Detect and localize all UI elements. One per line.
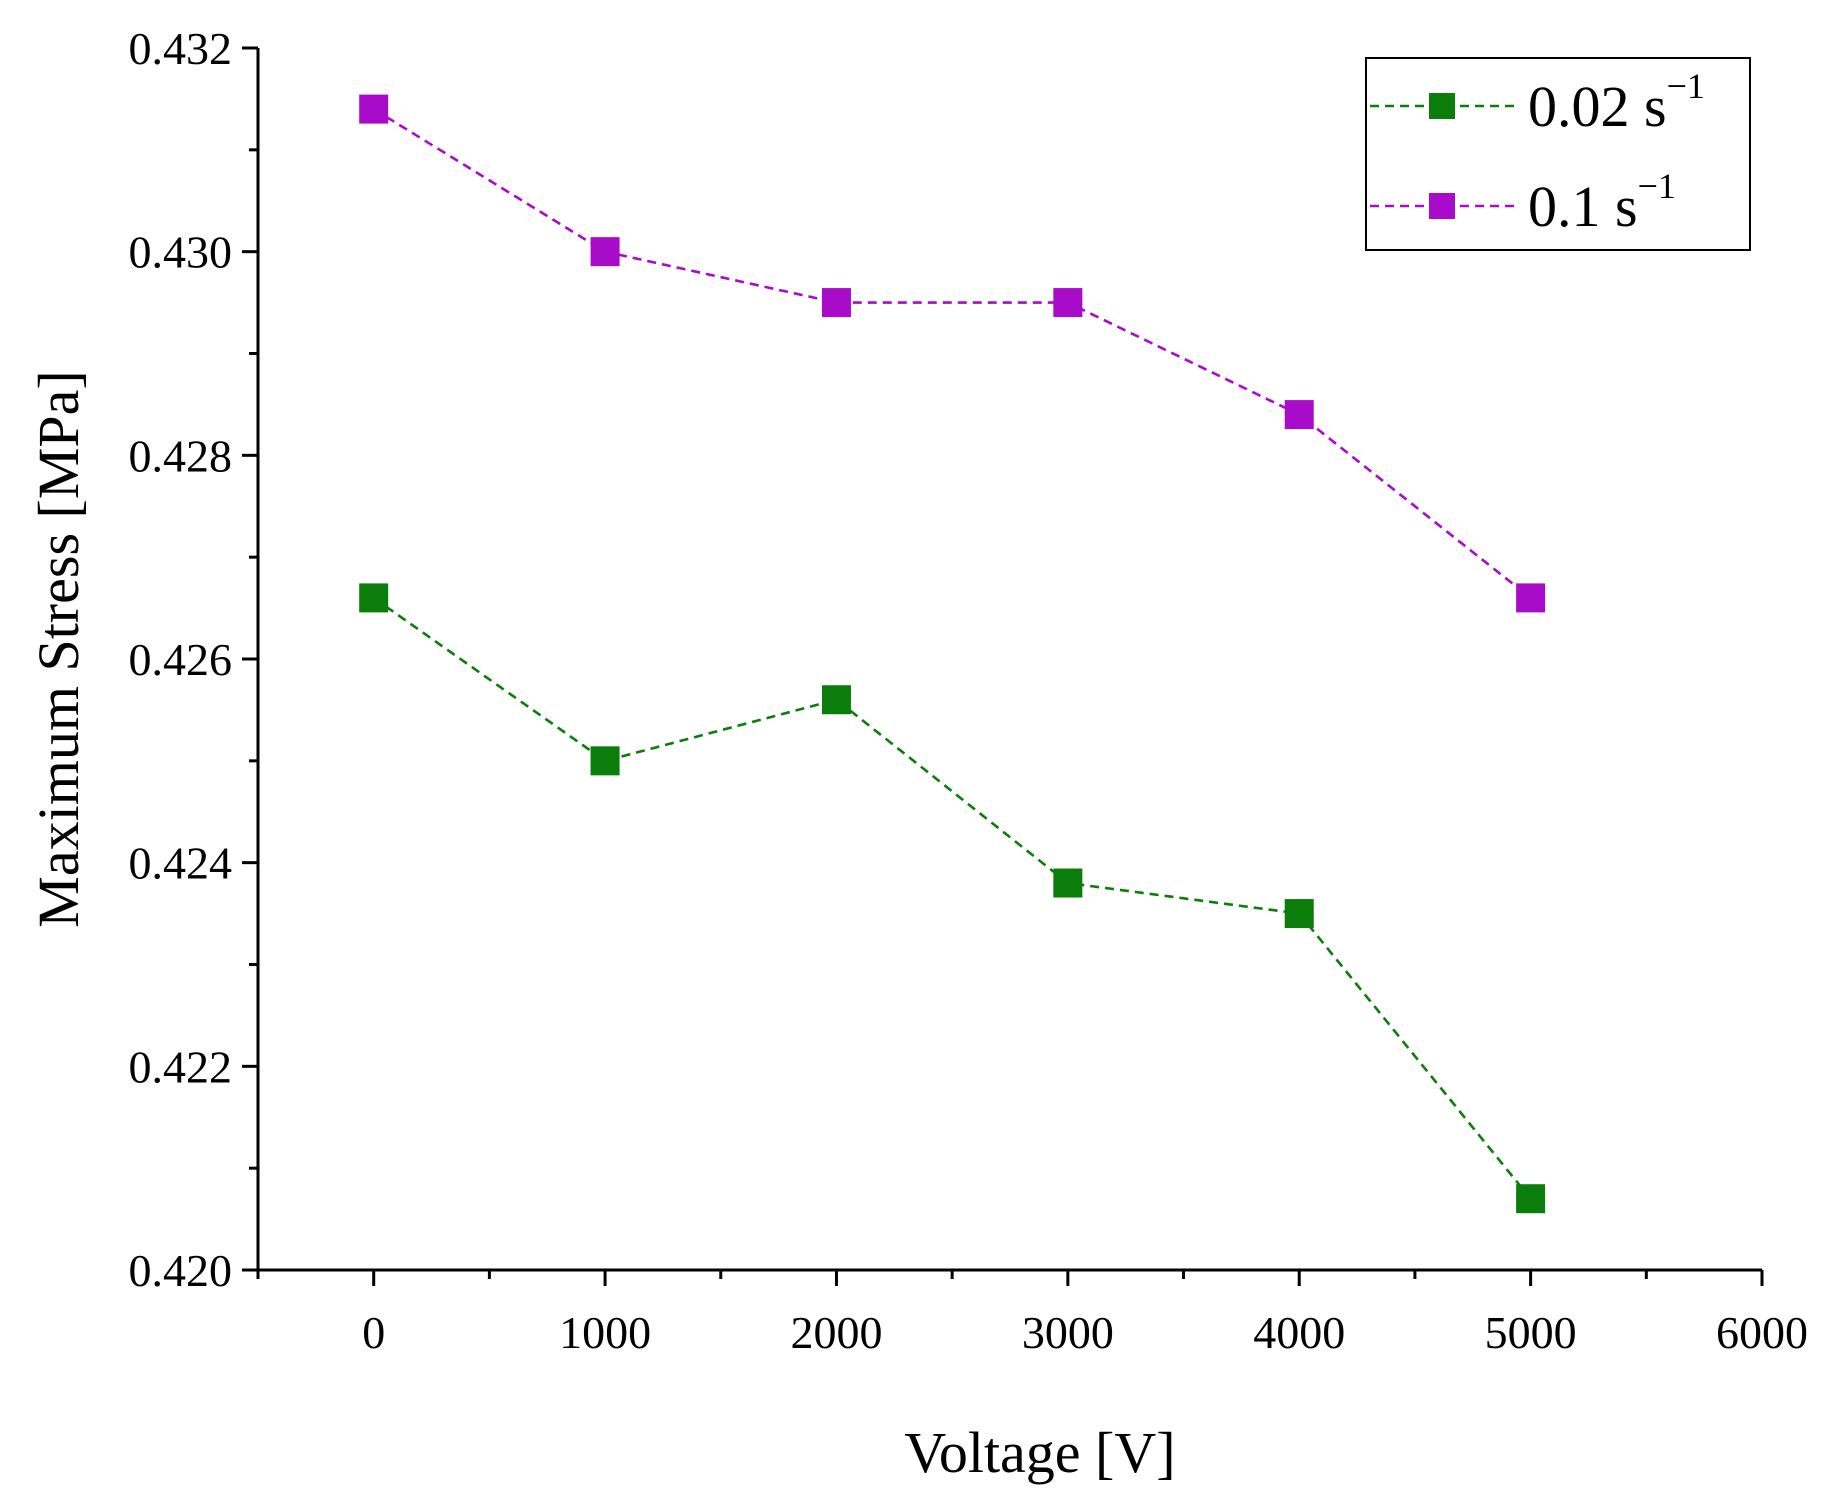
series-1 — [359, 583, 1546, 1214]
data-point — [1284, 899, 1314, 929]
y-tick-label: 0.428 — [129, 430, 233, 481]
y-tick-label: 0.426 — [129, 634, 233, 685]
y-tick-label: 0.422 — [129, 1041, 233, 1092]
legend-marker — [1429, 93, 1455, 119]
y-tick-label: 0.432 — [129, 23, 233, 74]
data-point — [1053, 288, 1083, 318]
data-point — [821, 288, 851, 318]
data-point — [1284, 400, 1314, 430]
data-point — [1516, 583, 1546, 613]
legend-item: 0.02 s−1 — [1370, 66, 1705, 139]
legend-item: 0.1 s−1 — [1370, 166, 1676, 239]
x-tick-label: 2000 — [790, 1307, 882, 1358]
data-point — [359, 94, 389, 124]
legend-label: 0.02 s−1 — [1528, 66, 1705, 139]
series-2 — [359, 94, 1546, 613]
x-tick-label: 1000 — [559, 1307, 651, 1358]
x-tick-label: 0 — [362, 1307, 385, 1358]
x-axis-label: Voltage [V] — [904, 1420, 1175, 1485]
data-point — [1516, 1184, 1546, 1214]
legend-marker — [1429, 193, 1455, 219]
data-point — [590, 746, 620, 776]
x-tick-label: 4000 — [1253, 1307, 1345, 1358]
data-point — [821, 685, 851, 715]
data-point — [359, 583, 389, 613]
y-axis-label: Maximum Stress [MPa] — [26, 370, 91, 927]
data-point — [1053, 868, 1083, 898]
series-line — [373, 107, 1532, 599]
series-line — [372, 596, 1532, 1200]
legend: 0.02 s−1 0.1 s−1 — [1365, 57, 1751, 251]
y-tick-label: 0.430 — [129, 227, 233, 278]
series-layer — [359, 94, 1546, 1214]
y-tick-label: 0.420 — [129, 1245, 233, 1296]
x-tick-label: 3000 — [1022, 1307, 1114, 1358]
legend-label: 0.1 s−1 — [1528, 166, 1676, 239]
data-point — [590, 237, 620, 267]
axes: 0 1000 2000 3000 4000 5000 6000 0.420 0.422 0.424… — [129, 23, 1809, 1358]
x-tick-label: 6000 — [1716, 1307, 1808, 1358]
x-tick-label: 5000 — [1485, 1307, 1577, 1358]
y-tick-label: 0.424 — [129, 838, 233, 889]
